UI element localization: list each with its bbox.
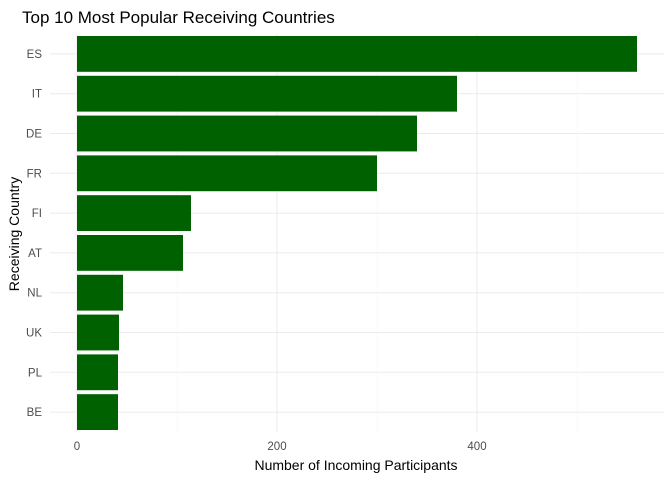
bars <box>77 35 637 431</box>
x-tick-labels: 0 200 400 <box>74 441 487 453</box>
y-tick-label: UK <box>26 328 42 340</box>
y-tick-label: DE <box>26 129 42 141</box>
y-tick-label: ES <box>27 49 43 61</box>
bar-de <box>77 115 417 152</box>
y-tick-label: FR <box>27 168 42 180</box>
y-tick-label: NL <box>27 288 42 300</box>
y-tick-labels: ES IT DE FR FI AT NL UK PL BE <box>26 49 43 419</box>
chart-title: Top 10 Most Popular Receiving Countries <box>22 8 335 27</box>
y-tick-label: AT <box>28 248 42 260</box>
x-tick-label: 0 <box>74 441 80 453</box>
bar-es <box>77 35 637 72</box>
bar-uk <box>77 314 119 351</box>
x-tick-label: 400 <box>467 441 486 453</box>
y-axis-title: Receiving Country <box>6 177 22 291</box>
x-axis-title: Number of Incoming Participants <box>254 457 457 473</box>
x-tick-label: 200 <box>267 441 286 453</box>
y-tick-label: IT <box>32 89 42 101</box>
bar-it <box>77 75 457 112</box>
bar-nl <box>77 274 123 311</box>
y-tick-label: PL <box>28 367 43 379</box>
bar-pl <box>77 354 118 391</box>
bar-at <box>77 234 183 271</box>
y-tick-label: FI <box>32 208 42 220</box>
bar-fi <box>77 195 191 232</box>
y-tick-label: BE <box>27 407 43 419</box>
bar-be <box>77 394 118 431</box>
bar-fr <box>77 155 377 192</box>
